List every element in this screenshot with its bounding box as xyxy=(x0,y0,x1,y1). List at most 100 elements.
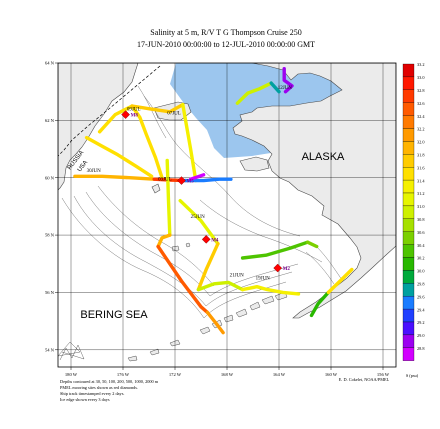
mooring-label: M5 xyxy=(187,180,195,185)
colorbar-tick-label: 31.8 xyxy=(417,153,425,158)
figure-notes: Depths contoured at 30, 50, 100, 200, 50… xyxy=(60,379,159,402)
colorbar-tick-label: 30.2 xyxy=(417,256,425,261)
y-tick-label: 58 N xyxy=(45,233,55,238)
colorbar-unit-label: S (psu) xyxy=(406,373,419,378)
x-tick-label: 164 W xyxy=(273,372,286,377)
track-segment xyxy=(269,81,281,94)
x-tick-label: 180 W xyxy=(65,372,78,377)
colorbar-tick-label: 33.2 xyxy=(417,62,425,67)
colorbar-tick-label: 32.8 xyxy=(417,88,425,93)
colorbar-swatch xyxy=(402,283,415,297)
colorbar-tick-label: 32.0 xyxy=(417,140,425,145)
timestamp-label: 07JUL xyxy=(167,112,181,117)
colorbar-swatch xyxy=(402,205,415,219)
x-tick-label: 160 W xyxy=(325,372,338,377)
credit-text: E. D. Cokelet, NOAA/PMEL xyxy=(339,377,390,383)
track-segment xyxy=(156,233,172,249)
colorbar-tick-label: 33.0 xyxy=(417,75,425,80)
timestamp-label: 09JUL xyxy=(127,107,141,112)
mooring-label: M2 xyxy=(283,267,291,272)
y-tick-label: 62 N xyxy=(45,118,55,123)
track-segment xyxy=(130,102,185,114)
track-segment xyxy=(240,240,310,260)
chart-subtitle: 17-JUN-2010 00:00:00 to 12-JUL-2010 00:0… xyxy=(137,40,315,49)
colorbar-tick-label: 29.6 xyxy=(417,294,425,299)
colorbar-tick-label: 29.4 xyxy=(417,307,425,312)
mooring-sites: M8 M5 M4 M2 xyxy=(121,110,291,273)
colorbar-tick-label: 29.2 xyxy=(417,320,425,325)
pribilof-islands xyxy=(171,242,191,252)
region-label-bering-sea: BERING SEA xyxy=(80,309,148,321)
track-segment xyxy=(97,104,164,180)
figure-note-line: Depths contoured at 30, 50, 100, 200, 50… xyxy=(60,379,159,385)
st-matthew-island xyxy=(151,183,161,194)
track-segment xyxy=(235,81,273,105)
mooring-diamond xyxy=(273,263,283,273)
aleutian-islands xyxy=(127,291,288,362)
track-segment xyxy=(309,290,331,318)
colorbar-swatch xyxy=(402,141,415,155)
track-segment xyxy=(181,102,198,183)
colorbar-tick-label: 31.6 xyxy=(417,165,425,170)
colorbar: 33.2 33.0 32.8 32.6 32.4 32.2 32.0 31.8 31.6 31.4… xyxy=(402,62,425,361)
track-segment xyxy=(205,310,225,335)
figure-note-line: PMEL mooring sites shown as red diamonds… xyxy=(60,385,138,390)
region-label-alaska: ALASKA xyxy=(302,151,345,163)
nunivak-island xyxy=(239,156,270,172)
track-segment xyxy=(282,67,294,94)
y-tick-label: 64 N xyxy=(45,61,55,66)
track-timestamps: 09JUL 07JUL 12JUN 03JUL 30JUN 25JUN 21JUN 19JUN xyxy=(87,86,293,282)
track-segment xyxy=(165,158,172,237)
colorbar-swatch xyxy=(402,76,415,90)
mooring-label: M8 xyxy=(131,114,139,119)
ship-track xyxy=(73,67,354,335)
track-segment xyxy=(196,242,220,292)
timestamp-label: 19JUN xyxy=(256,277,271,282)
alaska-land xyxy=(232,63,396,319)
track-segment xyxy=(156,244,210,315)
track-segment xyxy=(178,199,220,246)
colorbar-tick-label: 28.8 xyxy=(417,346,425,351)
colorbar-swatch xyxy=(402,257,415,271)
colorbar-swatch xyxy=(402,89,415,103)
mooring-label: M4 xyxy=(211,238,219,243)
track-segment xyxy=(326,267,354,295)
track-segment xyxy=(84,135,154,178)
colorbar-swatch xyxy=(402,115,415,129)
map-area: M8 M5 M4 M2 09JUL 07JUL 12JUN 03JUL 30JUN 25JUN 2… xyxy=(58,63,396,367)
mooring-diamond xyxy=(201,235,211,244)
map-overlay-cluster xyxy=(58,341,85,361)
figure-note-line: Ice edge shown every 3 days xyxy=(60,397,110,402)
colorbar-tick-label: 30.4 xyxy=(417,243,425,248)
colorbar-swatch xyxy=(402,218,415,232)
x-tick-label: 176 W xyxy=(117,372,130,377)
colorbar-tick-label: 31.4 xyxy=(417,178,425,183)
track-segment xyxy=(240,285,301,296)
colorbar-tick-label: 30.0 xyxy=(417,269,425,274)
figure-note-line: Ship track timestamped every 2 days. xyxy=(60,391,124,396)
colorbar-swatch xyxy=(402,296,415,310)
colorbar-swatch xyxy=(402,63,415,78)
colorbar-tick-label: 30.6 xyxy=(417,230,425,235)
x-tick-label: 156 W xyxy=(377,372,390,377)
colorbar-swatch xyxy=(402,308,415,323)
colorbar-tick-label: 32.2 xyxy=(417,127,425,132)
x-tick-label: 172 W xyxy=(169,372,182,377)
colorbar-swatch xyxy=(402,167,415,181)
timestamp-label: 12JUN xyxy=(278,86,293,91)
timestamp-label: 21JUN xyxy=(230,274,245,279)
colorbar-tick-label: 31.0 xyxy=(417,204,425,209)
track-segment xyxy=(305,240,319,249)
colorbar-swatch xyxy=(402,347,415,361)
colorbar-swatch xyxy=(402,192,415,207)
mooring-diamond xyxy=(177,176,186,185)
colorbar-swatch xyxy=(402,321,415,336)
track-segment xyxy=(188,173,206,181)
colorbar-swatch xyxy=(402,231,415,245)
russia-land xyxy=(58,63,139,191)
axis-tick-labels: 180 W 176 W 172 W 168 W 164 W 160 W 156 W 64 N 6… xyxy=(45,61,390,377)
y-tick-label: 54 N xyxy=(45,347,55,352)
colorbar-swatch xyxy=(402,102,415,116)
colorbar-swatch xyxy=(402,334,415,348)
